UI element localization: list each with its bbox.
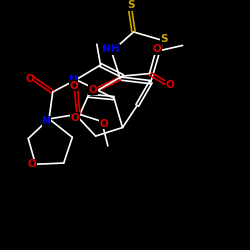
Text: N: N [69, 75, 78, 85]
Text: O: O [28, 159, 36, 169]
Text: NH: NH [102, 44, 119, 54]
Text: O: O [25, 74, 34, 84]
Text: S: S [128, 0, 135, 10]
Text: O: O [89, 84, 98, 94]
Text: S: S [160, 34, 168, 44]
Text: O: O [70, 113, 79, 123]
Text: O: O [69, 81, 78, 91]
Text: O: O [166, 80, 175, 90]
Text: O: O [152, 44, 161, 54]
Text: N: N [42, 116, 51, 126]
Text: O: O [100, 119, 108, 129]
